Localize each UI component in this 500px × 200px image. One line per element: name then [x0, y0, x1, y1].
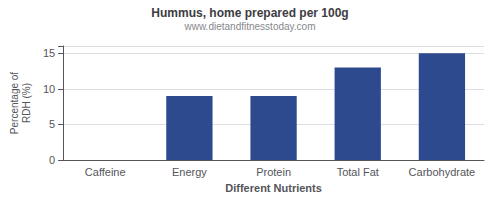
svg-text:10: 10: [43, 83, 55, 95]
svg-text:www.dietandfitnesstoday.com: www.dietandfitnesstoday.com: [184, 21, 316, 32]
svg-text:Hummus, home prepared per 100g: Hummus, home prepared per 100g: [151, 6, 348, 20]
svg-text:15: 15: [43, 47, 55, 59]
svg-text:Total Fat: Total Fat: [337, 166, 379, 178]
svg-text:0: 0: [49, 154, 55, 166]
svg-text:5: 5: [49, 118, 55, 130]
svg-text:Energy: Energy: [172, 166, 207, 178]
svg-text:Protein: Protein: [256, 166, 291, 178]
svg-text:Percentage of: Percentage of: [9, 72, 20, 134]
svg-text:Carbohydrate: Carbohydrate: [409, 166, 476, 178]
svg-text:RDH (%): RDH (%): [21, 83, 32, 123]
svg-text:Caffeine: Caffeine: [85, 166, 126, 178]
svg-text:Different Nutrients: Different Nutrients: [225, 182, 322, 194]
